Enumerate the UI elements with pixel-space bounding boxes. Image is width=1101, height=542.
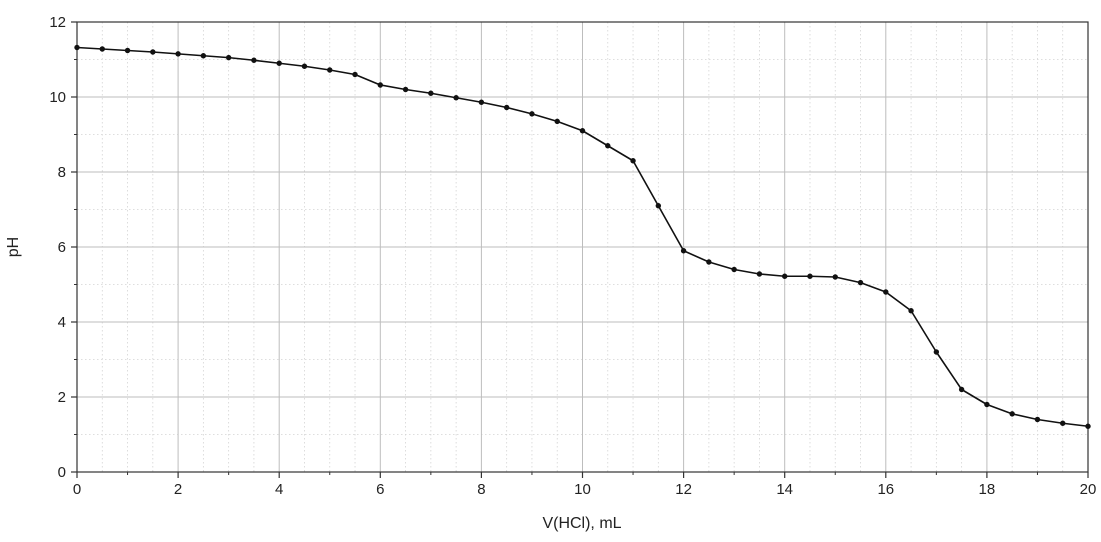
data-point: [200, 53, 207, 59]
x-tick-label: 2: [174, 481, 182, 498]
data-point: [478, 99, 485, 105]
data-point: [124, 47, 131, 54]
data-point: [933, 349, 940, 355]
data-point: [680, 248, 687, 254]
data-point: [1060, 420, 1066, 426]
x-tick-label: 20: [1080, 481, 1097, 498]
data-point: [428, 90, 434, 96]
data-point: [327, 67, 333, 73]
y-tick-label: 12: [49, 14, 66, 31]
data-point: [655, 203, 662, 209]
data-point: [731, 266, 737, 273]
data-point: [554, 118, 560, 125]
y-tick-label: 8: [58, 164, 66, 181]
data-point: [605, 143, 611, 149]
y-tick-label: 2: [58, 389, 66, 406]
data-point: [579, 128, 586, 134]
data-point: [74, 44, 80, 51]
data-point: [377, 82, 383, 88]
data-point: [453, 95, 459, 101]
data-point: [1009, 411, 1015, 417]
x-axis: 0 2 4 6 8 10 12 14 16 18 20: [73, 472, 1097, 498]
y-tick-label: 0: [58, 464, 66, 481]
major-grid: [77, 22, 1088, 472]
data-point: [756, 271, 763, 277]
data-point: [225, 54, 232, 61]
data-point: [782, 273, 788, 279]
data-point: [503, 104, 510, 111]
x-tick-label: 14: [776, 481, 793, 498]
data-point: [175, 51, 181, 57]
data-point: [630, 158, 636, 164]
data-point: [857, 279, 864, 286]
y-axis-title: pH: [5, 237, 22, 257]
y-tick-label: 10: [49, 89, 66, 106]
y-tick-label: 4: [58, 314, 66, 331]
y-tick-label: 6: [58, 239, 66, 256]
x-tick-label: 12: [675, 481, 692, 498]
x-tick-label: 8: [477, 481, 485, 498]
data-point: [908, 308, 914, 314]
data-point: [301, 63, 308, 69]
data-point: [832, 274, 838, 280]
x-tick-label: 16: [877, 481, 894, 498]
data-point: [150, 49, 156, 55]
data-point: [883, 289, 889, 295]
x-tick-label: 10: [574, 481, 591, 498]
data-point: [99, 46, 105, 52]
x-tick-label: 0: [73, 481, 81, 498]
data-point: [276, 60, 282, 66]
data-point: [529, 111, 535, 117]
x-tick-label: 6: [376, 481, 384, 498]
x-tick-label: 18: [979, 481, 996, 498]
x-axis-title: V(HCl), mL: [542, 515, 621, 532]
y-axis: 0 2 4 6 8 10 12: [49, 14, 77, 481]
data-point: [984, 401, 990, 408]
data-point: [958, 386, 965, 393]
data-point: [251, 57, 257, 63]
data-point: [402, 86, 409, 93]
data-point: [1034, 416, 1041, 423]
x-tick-label: 4: [275, 481, 283, 498]
data-point: [706, 259, 712, 265]
data-point: [352, 71, 358, 78]
data-point: [807, 273, 813, 279]
data-series: [74, 44, 1091, 429]
data-point: [1085, 423, 1091, 429]
